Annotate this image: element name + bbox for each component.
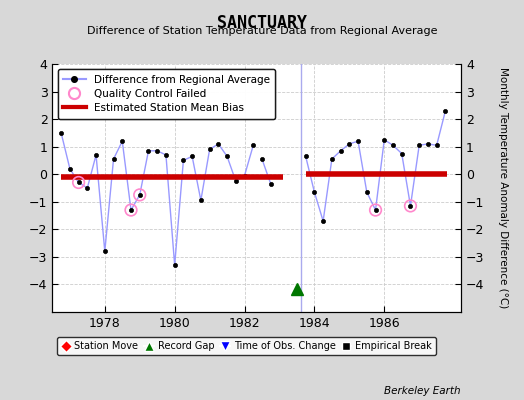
Y-axis label: Monthly Temperature Anomaly Difference (°C): Monthly Temperature Anomaly Difference (… (498, 67, 508, 309)
Point (127, 207, 135, 213)
Text: Difference of Station Temperature Data from Regional Average: Difference of Station Temperature Data f… (87, 26, 437, 36)
Point (74, 179, 83, 186)
Point (136, 192, 144, 198)
Text: SANCTUARY: SANCTUARY (217, 14, 307, 32)
Legend: Difference from Regional Average, Quality Control Failed, Estimated Station Mean: Difference from Regional Average, Qualit… (58, 69, 275, 119)
Text: Berkeley Earth: Berkeley Earth (385, 386, 461, 396)
Point (406, 203, 414, 209)
Point (372, 207, 380, 213)
Legend: Station Move, Record Gap, Time of Obs. Change, Empirical Break: Station Move, Record Gap, Time of Obs. C… (57, 337, 436, 355)
